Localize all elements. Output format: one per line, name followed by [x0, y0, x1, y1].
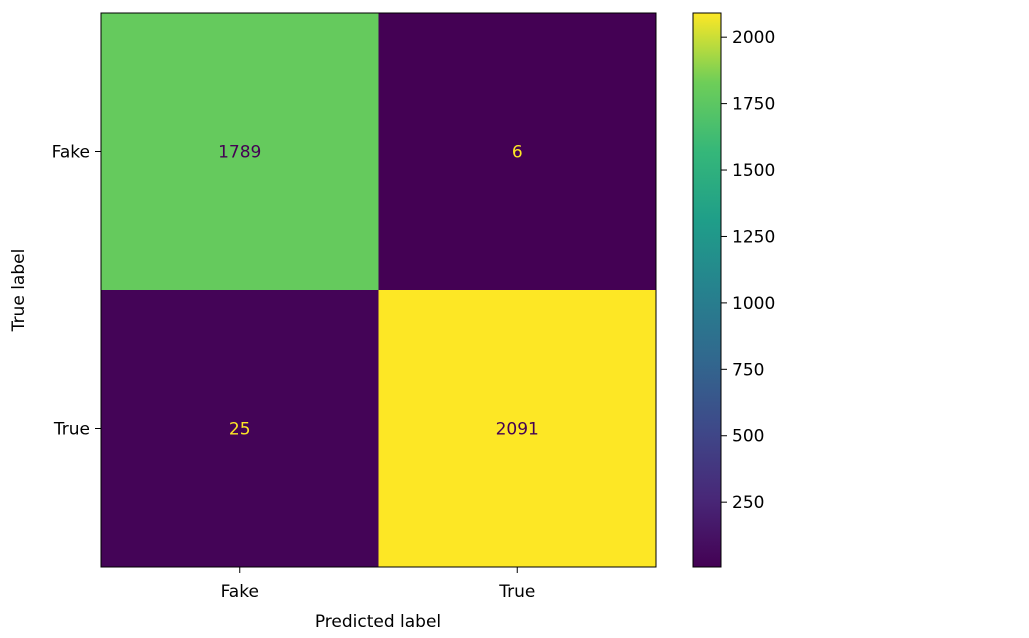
matrix-cell-value: 2091 [496, 420, 539, 440]
x-axis-ticks: Fake True [221, 567, 535, 602]
x-axis-label: Predicted label [315, 612, 441, 632]
matrix-cell [378, 13, 656, 290]
colorbar [692, 12, 722, 568]
matrix-cells [101, 13, 656, 567]
colorbar-tick-label: 500 [732, 427, 764, 447]
colorbar-tick-label: 1000 [732, 294, 775, 314]
x-tick-label: True [498, 582, 535, 602]
matrix-cell [101, 290, 379, 567]
matrix-cell-labels: 1789 6 25 2091 [218, 143, 539, 440]
colorbar-tick-label: 1500 [732, 161, 775, 181]
y-axis-label: True label [9, 249, 29, 333]
y-axis-ticks: Fake True [52, 143, 101, 440]
matrix-cell-value: 6 [512, 143, 523, 163]
matrix-cell-value: 25 [229, 420, 251, 440]
x-tick-label: Fake [221, 582, 259, 602]
colorbar-tick-label: 1250 [732, 227, 775, 247]
matrix-cell [101, 13, 379, 290]
colorbar-tick-label: 750 [732, 360, 764, 380]
y-tick-label: True [53, 420, 90, 440]
colorbar-tick-label: 1750 [732, 95, 775, 115]
matrix-cell [378, 290, 656, 567]
colorbar-ticks: 250 500 750 1000 1250 1500 1750 2000 [721, 28, 775, 513]
colorbar-tick-label: 2000 [732, 28, 775, 48]
y-tick-label: Fake [52, 143, 90, 163]
matrix-frame [100, 12, 657, 568]
matrix-cell-value: 1789 [218, 143, 261, 163]
colorbar-tick-label: 250 [732, 493, 764, 513]
